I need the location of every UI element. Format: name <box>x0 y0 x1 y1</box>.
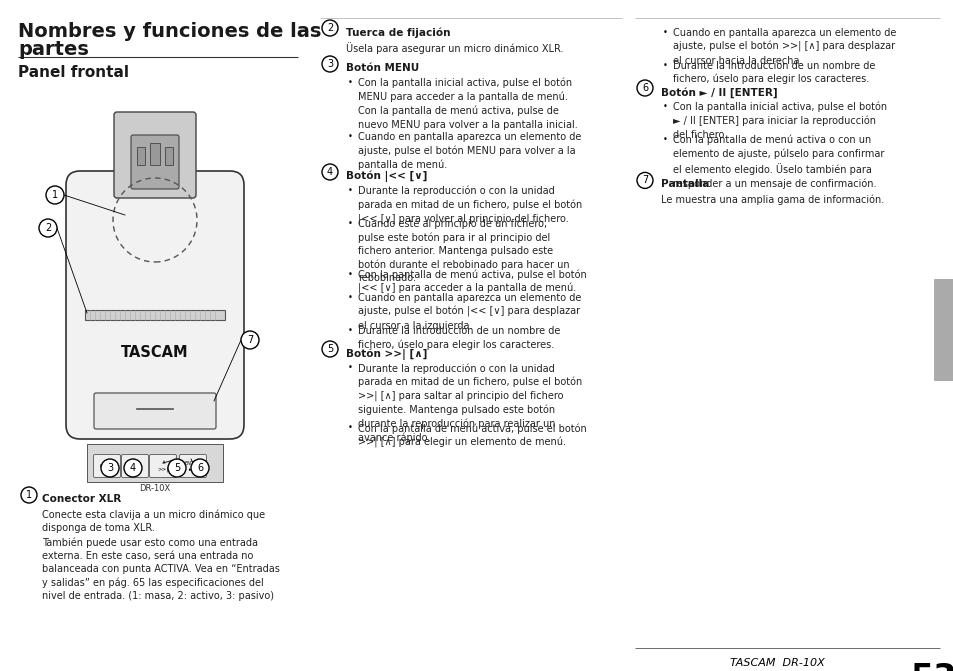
Text: Durante la introducción de un nombre de
fichero, úselo para elegir los caractere: Durante la introducción de un nombre de … <box>357 325 559 350</box>
Text: TASCAM  DR-10X: TASCAM DR-10X <box>729 658 824 668</box>
FancyBboxPatch shape <box>150 143 160 165</box>
Circle shape <box>124 459 142 477</box>
Text: ENTER
►/II: ENTER ►/II <box>185 460 201 472</box>
Text: •: • <box>348 270 353 278</box>
Text: 3: 3 <box>107 463 113 473</box>
FancyBboxPatch shape <box>137 147 145 165</box>
Text: Botón MENU: Botón MENU <box>346 63 418 73</box>
Text: Panel frontal: Panel frontal <box>18 65 129 80</box>
FancyBboxPatch shape <box>131 135 179 189</box>
Text: Nombres y funciones de las: Nombres y funciones de las <box>18 22 321 41</box>
Text: 4: 4 <box>130 463 136 473</box>
Text: •: • <box>348 132 353 141</box>
FancyBboxPatch shape <box>165 147 172 165</box>
Text: También puede usar esto como una entrada
externa. En este caso, será una entrada: También puede usar esto como una entrada… <box>42 537 279 601</box>
Text: Conecte esta clavija a un micro dinámico que
disponga de toma XLR.: Conecte esta clavija a un micro dinámico… <box>42 509 265 533</box>
Text: •: • <box>662 28 667 37</box>
Text: ∨
|<<: ∨ |<< <box>130 460 140 472</box>
Circle shape <box>322 341 337 357</box>
Circle shape <box>322 164 337 180</box>
Text: 1: 1 <box>51 190 58 200</box>
Text: 7: 7 <box>247 335 253 345</box>
Circle shape <box>168 459 186 477</box>
Text: Tuerca de fijación: Tuerca de fijación <box>346 27 450 38</box>
Text: TASCAM: TASCAM <box>121 345 189 360</box>
Text: •: • <box>348 186 353 195</box>
FancyBboxPatch shape <box>87 444 223 482</box>
Circle shape <box>21 487 37 503</box>
Text: Con la pantalla inicial activa, pulse el botón
► / II [ENTER] para iniciar la re: Con la pantalla inicial activa, pulse el… <box>672 102 886 140</box>
Circle shape <box>191 459 209 477</box>
Text: •: • <box>348 363 353 372</box>
Text: 53: 53 <box>909 662 953 671</box>
Text: Durante la introducción de un nombre de
fichero, úselo para elegir los caractere: Durante la introducción de un nombre de … <box>672 60 875 85</box>
Text: •: • <box>662 60 667 70</box>
Bar <box>85 310 225 320</box>
Text: •: • <box>348 219 353 227</box>
Circle shape <box>322 20 337 36</box>
FancyBboxPatch shape <box>933 279 953 381</box>
Text: Üsela para asegurar un micro dinámico XLR.: Üsela para asegurar un micro dinámico XL… <box>346 42 563 54</box>
Text: Con la pantalla de menú activa o con un
elemento de ajuste, púlselo para confirm: Con la pantalla de menú activa o con un … <box>672 135 883 189</box>
FancyBboxPatch shape <box>121 454 149 478</box>
FancyBboxPatch shape <box>93 454 120 478</box>
Text: 1: 1 <box>26 490 32 500</box>
Text: 5: 5 <box>173 463 180 473</box>
Text: Botón >>| [∧]: Botón >>| [∧] <box>346 348 427 360</box>
Circle shape <box>46 186 64 204</box>
Text: 2: 2 <box>327 23 333 33</box>
FancyBboxPatch shape <box>179 454 206 478</box>
Text: 6: 6 <box>196 463 203 473</box>
FancyBboxPatch shape <box>113 112 195 198</box>
FancyBboxPatch shape <box>150 454 176 478</box>
Text: •: • <box>348 293 353 302</box>
Text: •: • <box>348 325 353 335</box>
Text: Con la pantalla inicial activa, pulse el botón
MENU para acceder a la pantalla d: Con la pantalla inicial activa, pulse el… <box>357 78 578 130</box>
Circle shape <box>637 172 652 189</box>
FancyBboxPatch shape <box>94 393 215 429</box>
Text: Cuando en pantalla aparezca un elemento de
ajuste, pulse el botón >>| [∧] para d: Cuando en pantalla aparezca un elemento … <box>672 28 896 66</box>
Text: Botón ► / II [ENTER]: Botón ► / II [ENTER] <box>660 87 777 98</box>
Text: •: • <box>662 102 667 111</box>
Text: 3: 3 <box>327 59 333 69</box>
Text: 4: 4 <box>327 167 333 177</box>
Text: 2: 2 <box>45 223 51 233</box>
Text: Con la pantalla de menú activa, pulse el botón
>>| [∧] para elegir un elemento d: Con la pantalla de menú activa, pulse el… <box>357 423 586 448</box>
Text: Le muestra una amplia gama de información.: Le muestra una amplia gama de informació… <box>660 195 883 205</box>
Text: Cuando en pantalla aparezca un elemento de
ajuste, pulse el botón MENU para volv: Cuando en pantalla aparezca un elemento … <box>357 132 580 170</box>
Text: 6: 6 <box>641 83 647 93</box>
Text: 5: 5 <box>327 344 333 354</box>
Circle shape <box>241 331 258 349</box>
Text: Cuando esté al principio de un fichero,
pulse este botón para ir al principio de: Cuando esté al principio de un fichero, … <box>357 219 569 283</box>
Text: ∧
>>|: ∧ >>| <box>157 460 169 472</box>
Circle shape <box>637 80 652 96</box>
Text: Cuando en pantalla aparezca un elemento de
ajuste, pulse el botón |<< [∨] para d: Cuando en pantalla aparezca un elemento … <box>357 293 580 331</box>
Text: MENU: MENU <box>99 464 114 468</box>
Text: •: • <box>662 135 667 144</box>
Text: Botón |<< [∨]: Botón |<< [∨] <box>346 171 427 183</box>
Circle shape <box>101 459 119 477</box>
Text: DR-10X: DR-10X <box>139 484 171 493</box>
Text: partes: partes <box>18 40 89 59</box>
FancyBboxPatch shape <box>66 171 244 439</box>
Circle shape <box>39 219 57 237</box>
Text: Pantalla: Pantalla <box>660 179 709 189</box>
Text: Durante la reproducción o con la unidad
parada en mitad de un fichero, pulse el : Durante la reproducción o con la unidad … <box>357 363 581 443</box>
Text: Conector XLR: Conector XLR <box>42 494 121 504</box>
Text: Durante la reproducción o con la unidad
parada en mitad de un fichero, pulse el : Durante la reproducción o con la unidad … <box>357 186 581 224</box>
Text: Con la pantalla de menú activa, pulse el botón
|<< [∨] para acceder a la pantall: Con la pantalla de menú activa, pulse el… <box>357 270 586 295</box>
Text: 7: 7 <box>641 175 647 185</box>
Text: •: • <box>348 423 353 432</box>
Circle shape <box>322 56 337 72</box>
Text: •: • <box>348 78 353 87</box>
